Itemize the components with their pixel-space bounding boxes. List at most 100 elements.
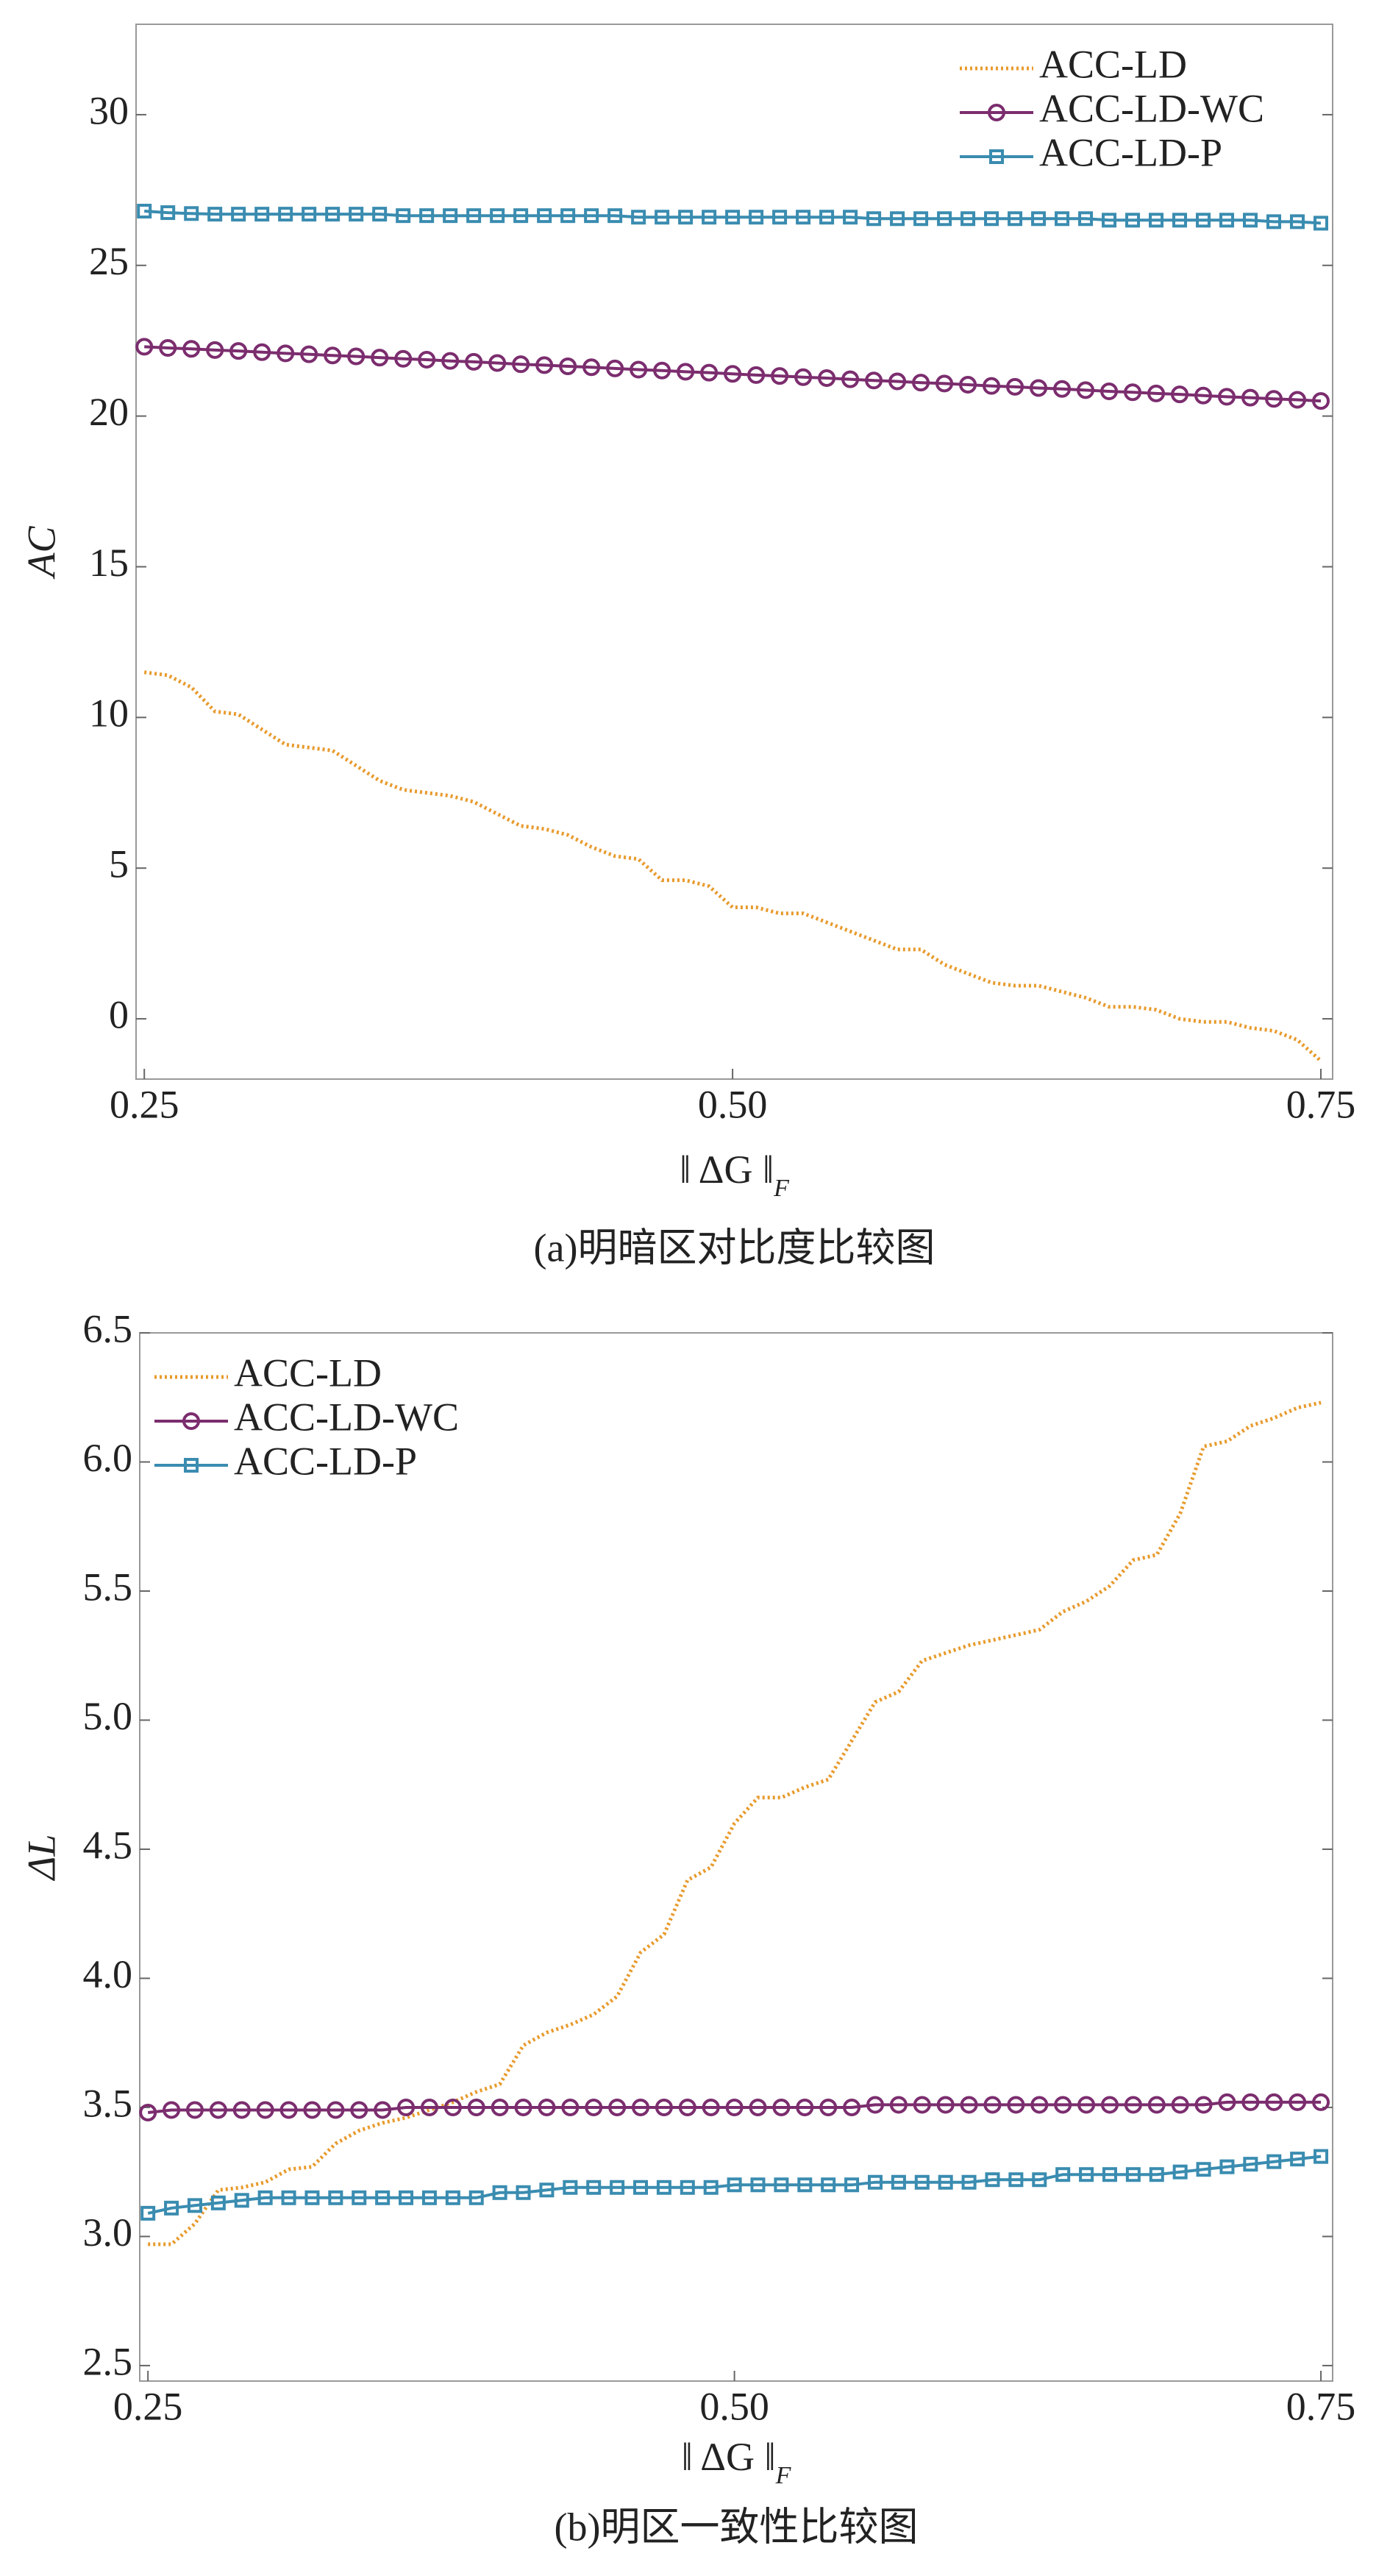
marker: [985, 2172, 1000, 2188]
caption: (a)明暗区对比度比较图: [534, 1225, 935, 1270]
marker: [324, 346, 342, 365]
marker: [1196, 2162, 1211, 2177]
marker: [512, 355, 530, 374]
marker: [1314, 2149, 1329, 2164]
marker: [889, 2096, 908, 2114]
marker: [1218, 388, 1236, 406]
marker: [1312, 392, 1330, 410]
marker: [796, 2098, 814, 2116]
marker: [653, 361, 671, 380]
y-tick-label: 2.5: [83, 2339, 133, 2383]
y-tick-label: 6.5: [83, 1306, 133, 1351]
y-axis-label: ΔL: [19, 1835, 63, 1882]
marker: [139, 2103, 157, 2121]
marker: [819, 210, 835, 225]
marker: [655, 210, 670, 225]
marker: [184, 1458, 199, 1473]
y-tick-label: 4.0: [83, 1952, 133, 1996]
marker: [559, 357, 577, 376]
marker: [680, 2180, 695, 2195]
marker: [841, 370, 860, 388]
marker: [725, 2098, 744, 2116]
marker: [535, 356, 554, 374]
marker: [630, 360, 648, 379]
marker: [279, 2101, 298, 2119]
marker: [253, 343, 271, 361]
legend-label: ACC-LD-P: [234, 1439, 417, 1483]
marker: [137, 204, 152, 219]
marker: [488, 354, 507, 372]
marker: [585, 2098, 603, 2116]
marker: [375, 2190, 391, 2205]
marker: [678, 210, 694, 225]
marker: [467, 2098, 485, 2116]
marker: [1077, 2096, 1096, 2114]
y-tick-label: 3.5: [83, 2081, 133, 2125]
marker: [1055, 211, 1070, 227]
marker: [1171, 2096, 1189, 2114]
x-axis-label: ‖ ΔG ‖F: [680, 1148, 790, 1201]
marker: [445, 2190, 460, 2205]
marker: [656, 2180, 671, 2195]
marker: [160, 205, 176, 221]
marker: [492, 2185, 507, 2200]
marker: [772, 2098, 791, 2116]
marker: [1125, 2167, 1141, 2182]
marker: [727, 2177, 742, 2193]
marker: [1102, 213, 1117, 228]
marker: [1053, 380, 1072, 398]
marker: [891, 2174, 906, 2190]
marker: [490, 208, 505, 224]
y-tick-label: 25: [89, 239, 129, 283]
marker: [1196, 213, 1211, 228]
marker: [229, 342, 248, 360]
marker: [1194, 386, 1213, 405]
marker: [1241, 388, 1260, 407]
marker: [277, 344, 295, 363]
marker: [1007, 2096, 1025, 2114]
marker: [1125, 213, 1141, 228]
x-tick-label: 0.50: [698, 1082, 768, 1126]
marker: [608, 2098, 627, 2116]
marker: [983, 2096, 1002, 2114]
series-line: [144, 345, 1322, 403]
marker: [702, 210, 717, 225]
marker: [1266, 214, 1282, 230]
marker: [983, 377, 1001, 395]
marker: [866, 2096, 884, 2114]
marker: [1218, 2093, 1236, 2111]
marker: [441, 352, 460, 370]
marker: [1030, 379, 1048, 397]
marker: [678, 2098, 696, 2116]
marker: [797, 2177, 813, 2193]
marker: [772, 210, 788, 225]
marker: [936, 2096, 955, 2114]
marker: [182, 340, 201, 358]
marker: [1032, 2172, 1047, 2188]
marker: [844, 2177, 860, 2193]
plot-frame: [135, 24, 1333, 1080]
marker: [1241, 2093, 1260, 2111]
marker: [1289, 391, 1307, 409]
marker: [935, 374, 954, 393]
marker: [302, 207, 317, 222]
marker: [327, 2101, 345, 2119]
marker: [1124, 2096, 1142, 2114]
marker: [352, 2190, 367, 2205]
marker: [607, 208, 623, 224]
marker: [347, 347, 366, 366]
marker: [725, 210, 741, 225]
marker: [419, 208, 435, 224]
marker: [300, 345, 318, 363]
marker: [750, 2177, 766, 2193]
marker: [796, 210, 811, 225]
marker: [399, 2190, 414, 2205]
marker: [818, 369, 836, 388]
marker: [677, 363, 695, 381]
marker: [843, 210, 858, 225]
y-tick-label: 3.0: [83, 2210, 133, 2255]
y-tick-label: 4.5: [83, 1823, 133, 1867]
y-tick-label: 6.0: [83, 1436, 133, 1480]
marker: [372, 207, 388, 222]
legend-label: ACC-LD: [234, 1351, 382, 1395]
